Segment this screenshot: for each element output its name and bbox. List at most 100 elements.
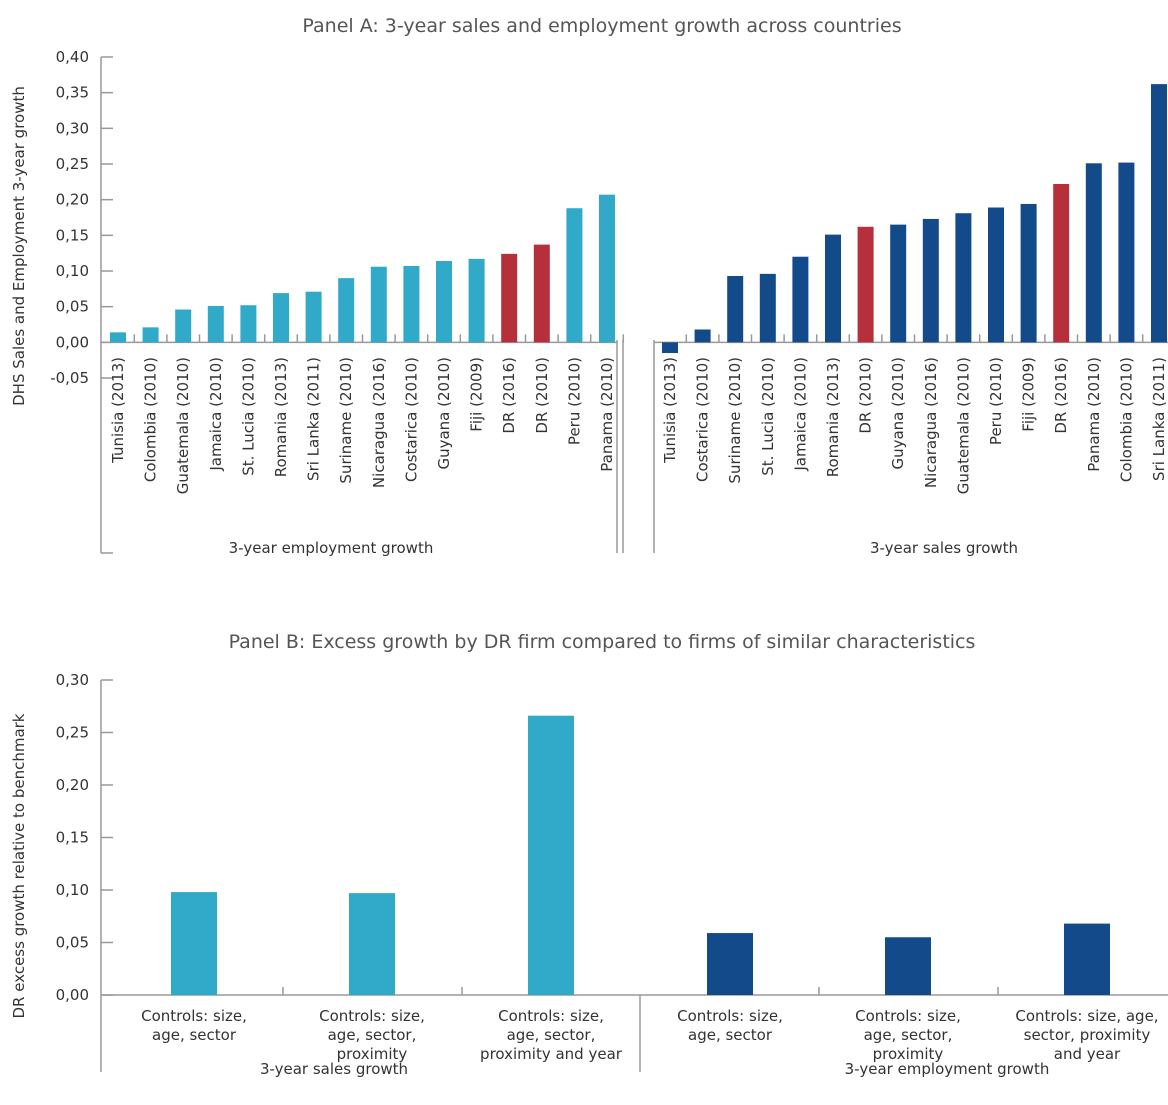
- panel-a-bar: [825, 234, 841, 343]
- panel-a-bar: [110, 332, 126, 343]
- panel-b-y-tick-label: 0,00: [56, 986, 89, 1004]
- panel-a-y-tick-label: 0,20: [56, 191, 89, 209]
- panel-a-bar: [727, 275, 744, 343]
- panel-a-category-label: Costarica (2010): [694, 357, 712, 482]
- panel-b-bar: [885, 937, 931, 995]
- panel-b-category-label: Controls: size, age, sector, proximity and…: [480, 1007, 623, 1063]
- panel-a-y-tick-label: 0,10: [56, 262, 89, 280]
- panel-a-bar: [759, 273, 776, 343]
- panel-a-group-label-employment: 3-year employment growth: [229, 539, 434, 557]
- panel-a-bar: [1020, 203, 1037, 343]
- panel-a-category-label: Nicaragua (2016): [370, 357, 388, 488]
- panel-a-y-tick-label: 0,30: [56, 119, 89, 137]
- panel-a-category-label: Panama (2010): [598, 357, 616, 472]
- panel-a-bar: [988, 207, 1004, 343]
- panel-b-y-tick-label: 0,30: [56, 671, 89, 689]
- panel-a-y-axis-label: DHS Sales and Employment 3-year growth: [10, 86, 28, 406]
- panel-a-bar: [207, 305, 224, 343]
- panel-a-category-label: Guyana (2010): [889, 357, 907, 470]
- panel-a-y-tick-label: 0,35: [56, 84, 89, 102]
- panel-a-y-tick-label: -0,05: [50, 369, 89, 387]
- panel-a-bar: [922, 218, 939, 343]
- panel-a-category-label: Suriname (2010): [337, 357, 355, 484]
- panel-a-category-label: Romania (2013): [824, 357, 842, 477]
- panel-a-category-label: Fiji (2009): [468, 357, 486, 432]
- panel-a-category-label: DR (2016): [500, 357, 518, 434]
- panel-a-bar: [792, 256, 809, 343]
- panel-a-category-label: Romania (2013): [272, 357, 290, 477]
- panel-a-category-label: Guatemala (2010): [174, 357, 192, 494]
- panel-b-y-axis-label: DR excess growth relative to benchmark: [10, 713, 28, 1018]
- panel-a-bar: [468, 258, 485, 343]
- panel-b-category-label: Controls: size, age, sector, proximity: [319, 1007, 425, 1063]
- panel-a-bar: [436, 261, 452, 343]
- panel-a-bar: [694, 329, 711, 343]
- panel-a-bar: [305, 291, 322, 343]
- panel-b-y-tick-label: 0,25: [56, 724, 89, 742]
- panel-a-bar: [370, 266, 387, 343]
- panel-a-category-label: Peru (2010): [987, 357, 1005, 445]
- panel-b: Panel B: Excess growth by DR firm compar…: [10, 631, 1168, 1078]
- panel-b-y-tick-label: 0,05: [56, 934, 89, 952]
- panel-a: Panel A: 3-year sales and employment gro…: [10, 15, 1168, 557]
- panel-a-category-label: Colombia (2010): [142, 357, 160, 482]
- panel-a-y-tick-label: 0,00: [56, 333, 89, 351]
- panel-a-y-tick-label: 0,25: [56, 155, 89, 173]
- panel-a-bar: [273, 293, 289, 343]
- panel-a-category-label: Guatemala (2010): [954, 357, 972, 494]
- panel-a-category-label: Sri Lanka (2011): [305, 357, 323, 481]
- panel-a-category-label: DR (2010): [857, 357, 875, 434]
- panel-a-category-label: Suriname (2010): [726, 357, 744, 484]
- panel-a-category-label: Costarica (2010): [402, 357, 420, 482]
- panel-a-category-label: St. Lucia (2010): [759, 357, 777, 476]
- panel-a-group-label-sales: 3-year sales growth: [870, 539, 1018, 557]
- panel-b-category-label: Controls: size, age, sector, proximity and…: [1015, 1007, 1158, 1063]
- panel-a-bar: [240, 305, 257, 343]
- panel-a-bar: [599, 194, 615, 343]
- panel-a-category-label: Jamaica (2010): [207, 357, 225, 472]
- panel-a-bar: [955, 213, 972, 343]
- panel-a-category-label: Peru (2010): [565, 357, 583, 445]
- panel-a-category-label: St. Lucia (2010): [239, 357, 257, 476]
- panel-b-bar: [707, 933, 753, 995]
- panel-a-bar: [1085, 163, 1102, 343]
- panel-b-y-tick-label: 0,20: [56, 776, 89, 794]
- panel-b-group-label-employment: 3-year employment growth: [845, 1060, 1050, 1078]
- panel-a-bar: [175, 309, 192, 343]
- panel-b-category-label: Controls: size, age, sector: [677, 1007, 783, 1044]
- panel-a-y-tick-label: 0,05: [56, 298, 89, 316]
- panel-b-y-tick-label: 0,15: [56, 829, 89, 847]
- panel-a-category-label: Fiji (2009): [1020, 357, 1038, 432]
- panel-a-category-label: DR (2016): [1052, 357, 1070, 434]
- panel-a-bar: [857, 226, 874, 343]
- panel-a-bar: [1151, 84, 1167, 343]
- panel-b-bar: [171, 892, 217, 995]
- panel-a-bar: [142, 327, 159, 343]
- panel-a-y-tick-label: 0,40: [56, 48, 89, 66]
- panel-a-category-label: Tunisia (2013): [661, 357, 679, 464]
- panel-a-category-label: Tunisia (2013): [109, 357, 127, 464]
- panel-b-bar: [1064, 923, 1110, 995]
- panel-b-y-tick-label: 0,10: [56, 881, 89, 899]
- panel-a-category-label: Jamaica (2010): [791, 357, 809, 472]
- panel-b-bar: [528, 715, 574, 995]
- panel-a-y-tick-label: 0,15: [56, 226, 89, 244]
- panel-a-bar: [566, 208, 583, 343]
- panel-b-title: Panel B: Excess growth by DR firm compar…: [229, 631, 976, 653]
- panel-a-bar: [1053, 183, 1070, 343]
- panel-a-bar: [662, 342, 678, 354]
- panel-a-bar: [1118, 162, 1135, 343]
- panel-b-category-label: Controls: size, age, sector, proximity: [855, 1007, 961, 1063]
- panel-a-category-label: DR (2010): [533, 357, 551, 434]
- panel-b-group-label-sales: 3-year sales growth: [260, 1060, 408, 1078]
- panel-a-bar: [338, 278, 355, 343]
- panel-a-bar: [403, 266, 420, 343]
- panel-b-category-label: Controls: size, age, sector: [141, 1007, 247, 1044]
- panel-a-bar: [890, 224, 907, 343]
- panel-b-bar: [349, 893, 395, 995]
- panel-a-title: Panel A: 3-year sales and employment gro…: [302, 15, 901, 37]
- panel-a-category-label: Sri Lanka (2011): [1150, 357, 1168, 481]
- panel-a-bar: [533, 244, 550, 343]
- panel-a-category-label: Colombia (2010): [1117, 357, 1135, 482]
